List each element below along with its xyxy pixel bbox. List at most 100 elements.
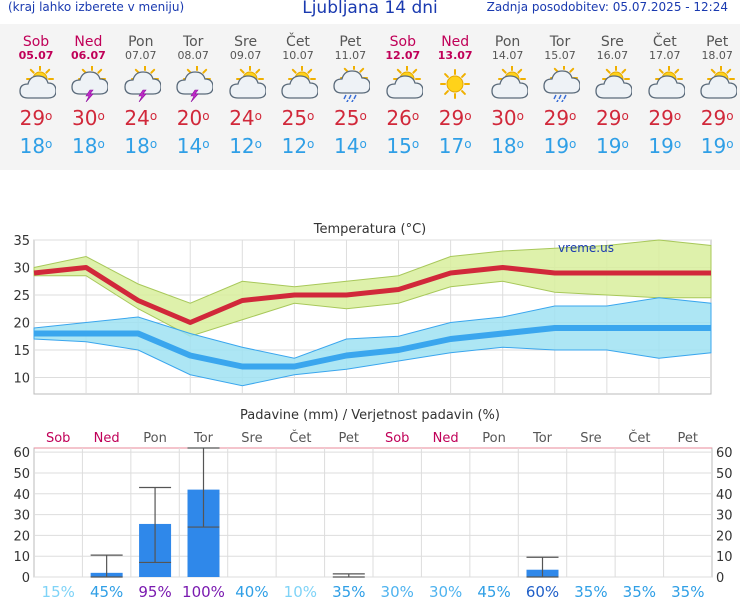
max-temperature: 20o — [176, 106, 210, 130]
weather-icon — [62, 64, 114, 104]
precip-day-label: Ned — [94, 431, 120, 446]
y-tick-label-left: 60 — [13, 446, 30, 461]
precip-day-label: Ned — [433, 431, 459, 446]
weather-icon — [272, 64, 324, 104]
partly-cloudy-icon — [490, 66, 528, 99]
max-temperature: 25o — [281, 106, 315, 130]
y-tick-label-right: 0 — [716, 571, 724, 586]
y-tick-label-right: 10 — [716, 550, 733, 565]
precip-day-label: Tor — [532, 431, 553, 446]
y-tick-label: 20 — [13, 317, 30, 332]
partly-cloudy-icon — [228, 66, 266, 99]
precip-day-label: Čet — [289, 430, 311, 446]
min-temperature: 19o — [543, 134, 577, 158]
precip-day-label: Sob — [46, 431, 70, 446]
forecast-day: Pon 07.07 24o 18o — [115, 24, 167, 158]
max-temperature: 26o — [386, 106, 420, 130]
weather-icon — [10, 64, 62, 104]
day-name: Pon — [494, 34, 521, 50]
day-name: Čet — [652, 34, 677, 50]
precip-probability: 35% — [671, 583, 704, 600]
min-temperature: 18o — [19, 134, 53, 158]
day-name: Pet — [706, 34, 729, 50]
forecast-day: Čet 17.07 29o 19o — [639, 24, 691, 158]
precip-probability: 40% — [235, 583, 268, 600]
forecast-strip: Sob 05.07 29o 18o Ned 06.07 30o 18o Pon 07.07 24o 1… — [0, 24, 740, 170]
precip-day-label: Sre — [580, 431, 601, 446]
day-date: 13.07 — [437, 49, 473, 62]
y-tick-label-right: 60 — [716, 446, 733, 461]
weather-icon — [534, 64, 586, 104]
weather-icon — [377, 64, 429, 104]
weather-icon — [115, 64, 167, 104]
day-name: Pet — [339, 34, 362, 50]
day-name: Sob — [389, 34, 416, 50]
precip-probability: 30% — [429, 583, 462, 600]
precip-day-label: Pon — [482, 431, 506, 446]
weather-icon — [691, 64, 740, 104]
precip-probability: 15% — [42, 583, 75, 600]
max-temperature: 29o — [543, 106, 577, 130]
partly-cloudy-icon — [700, 66, 738, 99]
day-name: Tor — [182, 34, 204, 50]
rain-cloud-icon — [333, 66, 371, 102]
precip-probability: 45% — [90, 583, 123, 600]
weather-icon — [429, 64, 481, 104]
max-temperature: 29o — [438, 106, 472, 130]
weather-icon — [220, 64, 272, 104]
y-tick-label-left: 40 — [13, 488, 30, 503]
partly-cloudy-icon — [281, 66, 318, 99]
forecast-day: Pet 11.07 25o 14o — [324, 24, 376, 158]
precip-probability: 10% — [284, 583, 317, 600]
day-date: 14.07 — [491, 49, 524, 62]
max-temperature: 30o — [71, 106, 105, 130]
rain-cloud-icon — [543, 66, 580, 102]
y-tick-label-left: 30 — [13, 509, 30, 524]
max-temperature: 29o — [700, 106, 734, 130]
y-tick-label-left: 20 — [13, 529, 30, 544]
day-date: 09.07 — [229, 49, 262, 62]
forecast-day: Sre 16.07 29o 19o — [586, 24, 638, 158]
precip-day-label: Pet — [678, 431, 698, 446]
max-temperature: 25o — [333, 106, 367, 130]
min-temperature: 18o — [71, 134, 105, 158]
max-temperature: 29o — [648, 106, 682, 130]
day-date: 05.07 — [18, 49, 54, 62]
y-tick-label-right: 50 — [716, 467, 733, 482]
day-date: 11.07 — [334, 49, 367, 62]
thunderstorm-icon — [176, 66, 214, 102]
min-temperature: 15o — [386, 134, 420, 158]
day-name: Sob — [22, 34, 50, 50]
weather-icon — [324, 64, 376, 104]
max-temperature: 29o — [595, 106, 629, 130]
temp-chart-title: Temperatura (°C) — [313, 222, 426, 237]
forecast-day: Čet 10.07 25o 12o — [272, 24, 324, 158]
day-date: 07.07 — [125, 49, 157, 62]
forecast-day: Sre 09.07 24o 12o — [220, 24, 272, 158]
y-tick-label: 25 — [13, 289, 30, 304]
day-name: Sre — [600, 34, 624, 50]
sunny-icon — [440, 69, 471, 99]
precip-day-label: Čet — [628, 430, 650, 446]
min-temp-range-band — [33, 297, 712, 387]
y-tick-label-left: 50 — [13, 467, 30, 482]
watermark: vreme.us — [558, 241, 614, 255]
weather-icon — [639, 64, 691, 104]
day-date: 12.07 — [385, 49, 421, 62]
y-tick-label-right: 20 — [716, 529, 733, 544]
max-temp-line — [33, 265, 711, 325]
precip-day-label: Pon — [143, 431, 167, 446]
y-tick-label-right: 30 — [716, 509, 733, 524]
min-temperature: 14o — [333, 134, 367, 158]
min-temperature: 19o — [648, 134, 682, 158]
min-temperature: 19o — [700, 134, 734, 158]
day-date: 15.07 — [544, 49, 576, 62]
day-name: Pon — [128, 34, 154, 50]
forecast-day: Ned 06.07 30o 18o — [62, 24, 114, 158]
day-date: 18.07 — [701, 49, 733, 62]
partly-cloudy-icon — [648, 66, 685, 99]
day-date: 10.07 — [282, 49, 314, 62]
precip-day-label: Sob — [385, 431, 409, 446]
menu-hint: (kraj lahko izberete v meniju) — [8, 0, 185, 14]
precip-probability: 45% — [477, 583, 510, 600]
